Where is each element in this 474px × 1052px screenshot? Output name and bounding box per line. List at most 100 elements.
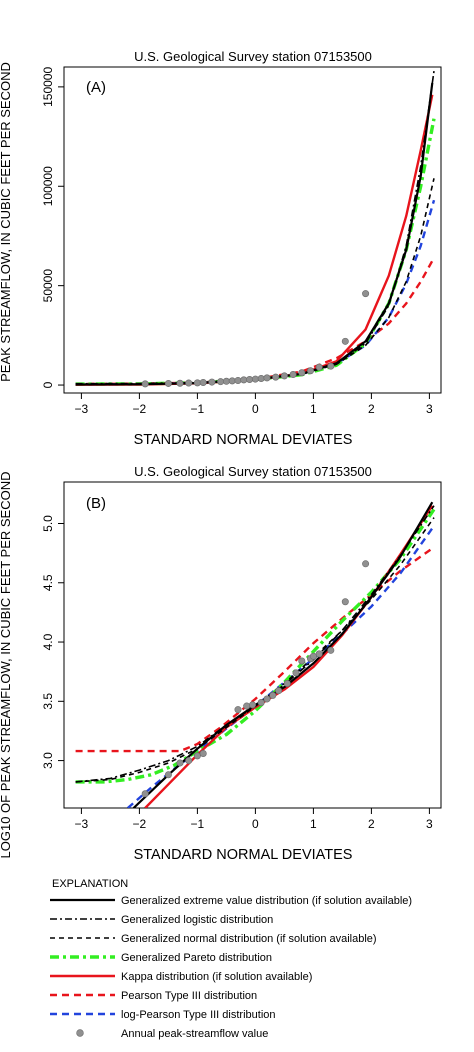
legend-title: EXPLANATION [52, 878, 128, 890]
x-tick-label: −1 [191, 402, 205, 416]
data-point [298, 369, 306, 377]
data-point [249, 701, 257, 709]
data-point [176, 759, 184, 767]
x-tick-label: 0 [252, 817, 259, 831]
xlabel-b: STANDARD NORMAL DEVIATES [134, 847, 353, 863]
points-b [141, 560, 370, 798]
panel-label-a: (A) [86, 79, 106, 96]
y-tick-label: 3.5 [41, 693, 55, 710]
data-point [309, 652, 317, 660]
data-point [251, 375, 259, 383]
x-tick-label: 2 [368, 817, 375, 831]
legend-item-gev: Generalized extreme value distribution (… [50, 895, 412, 907]
series-line-glo [75, 505, 435, 783]
ylabel-b: LOG10 OF PEAK STREAMFLOW, IN CUBIC FEET … [0, 472, 13, 859]
y-tick-label: 50000 [41, 269, 55, 303]
legend-label: Generalized Pareto distribution [121, 952, 272, 964]
data-point [289, 371, 297, 379]
legend-label: Generalized logistic distribution [121, 914, 273, 926]
data-point [164, 771, 172, 779]
data-point [243, 702, 251, 710]
data-point [208, 378, 216, 386]
data-point [257, 374, 265, 382]
data-point [341, 598, 349, 606]
legend-item-kap: Kappa distribution (if solution availabl… [50, 971, 312, 983]
data-point [275, 687, 283, 695]
data-point [306, 367, 314, 375]
series-line-gpa [75, 508, 436, 784]
data-point [327, 646, 335, 654]
ticks-a: −3 −2 −1 0 1 2 3 0 50000 100000 150000 [41, 67, 433, 416]
title-a: U.S. Geological Survey station 07153500 [134, 49, 372, 64]
data-point [234, 706, 242, 714]
data-point [217, 378, 225, 386]
legend-item-gno: Generalized normal distribution (if solu… [50, 933, 377, 945]
y-tick-label: 3.0 [41, 752, 55, 769]
x-tick-label: −2 [133, 817, 147, 831]
ylabel-a: PEAK STREAMFLOW, IN CUBIC FEET PER SECON… [0, 62, 13, 382]
x-tick-label: −3 [75, 817, 89, 831]
legend: EXPLANATION Generalized extreme value di… [50, 878, 412, 1040]
x-tick-label: 3 [426, 402, 433, 416]
chart-b: LOG10 OF PEAK STREAMFLOW, IN CUBIC FEET … [0, 464, 442, 863]
points-a [141, 290, 370, 388]
ticks-b: −3 −2 −1 0 1 2 3 3.0 3.5 4.0 4.5 5.0 [41, 515, 433, 831]
data-point [246, 375, 254, 383]
panel-label-b: (B) [86, 495, 106, 512]
y-tick-label: 150000 [41, 67, 55, 107]
legend-label: Generalized normal distribution (if solu… [121, 933, 377, 945]
data-point [269, 691, 277, 699]
data-point [185, 757, 193, 765]
plot-frame-a [63, 66, 442, 394]
data-point [362, 290, 370, 298]
y-tick-label: 5.0 [41, 515, 55, 532]
xlabel-a: STANDARD NORMAL DEVIATES [134, 432, 353, 448]
data-point [272, 373, 280, 381]
series-line-gev [75, 82, 434, 386]
series-line-pe3 [75, 546, 435, 753]
y-tick-label: 4.0 [41, 633, 55, 650]
data-point [176, 379, 184, 387]
legend-label: Pearson Type III distribution [121, 990, 257, 1002]
data-point [199, 749, 207, 757]
data-point [164, 379, 172, 387]
data-point [283, 680, 291, 688]
series-line-gno [75, 517, 435, 783]
plot-frame-b [63, 481, 442, 809]
data-point [315, 363, 323, 371]
chart-a: PEAK STREAMFLOW, IN CUBIC FEET PER SECON… [0, 49, 442, 448]
x-tick-label: 1 [310, 817, 317, 831]
data-point [222, 377, 230, 385]
data-point [257, 698, 265, 706]
series-line-lp3 [75, 199, 436, 386]
data-point [341, 337, 349, 345]
legend-item-pe3: Pearson Type III distribution [50, 990, 257, 1002]
data-point [228, 377, 236, 385]
y-tick-label: 100000 [41, 166, 55, 206]
data-point [298, 657, 306, 665]
x-tick-label: 3 [426, 817, 433, 831]
data-point [362, 560, 370, 568]
series-b [75, 501, 436, 808]
data-point [193, 752, 201, 760]
data-point [280, 372, 288, 380]
series-line-glo [75, 70, 435, 385]
data-point [199, 378, 207, 386]
x-tick-label: 1 [310, 402, 317, 416]
data-point [263, 695, 271, 703]
series-a [75, 70, 436, 386]
x-tick-label: −3 [75, 402, 89, 416]
y-tick-label: 4.5 [41, 574, 55, 591]
data-point [315, 650, 323, 658]
series-line-kap [75, 94, 434, 386]
series-line-gpa [75, 118, 436, 386]
data-point [240, 376, 248, 384]
y-tick-label: 0 [41, 381, 55, 388]
x-tick-label: 2 [368, 402, 375, 416]
data-point [185, 379, 193, 387]
legend-label: log-Pearson Type III distribution [121, 1009, 276, 1021]
legend-label: Annual peak-streamflow value [121, 1028, 268, 1040]
x-tick-label: −1 [191, 817, 205, 831]
legend-item-gpa: Generalized Pareto distribution [50, 952, 272, 964]
